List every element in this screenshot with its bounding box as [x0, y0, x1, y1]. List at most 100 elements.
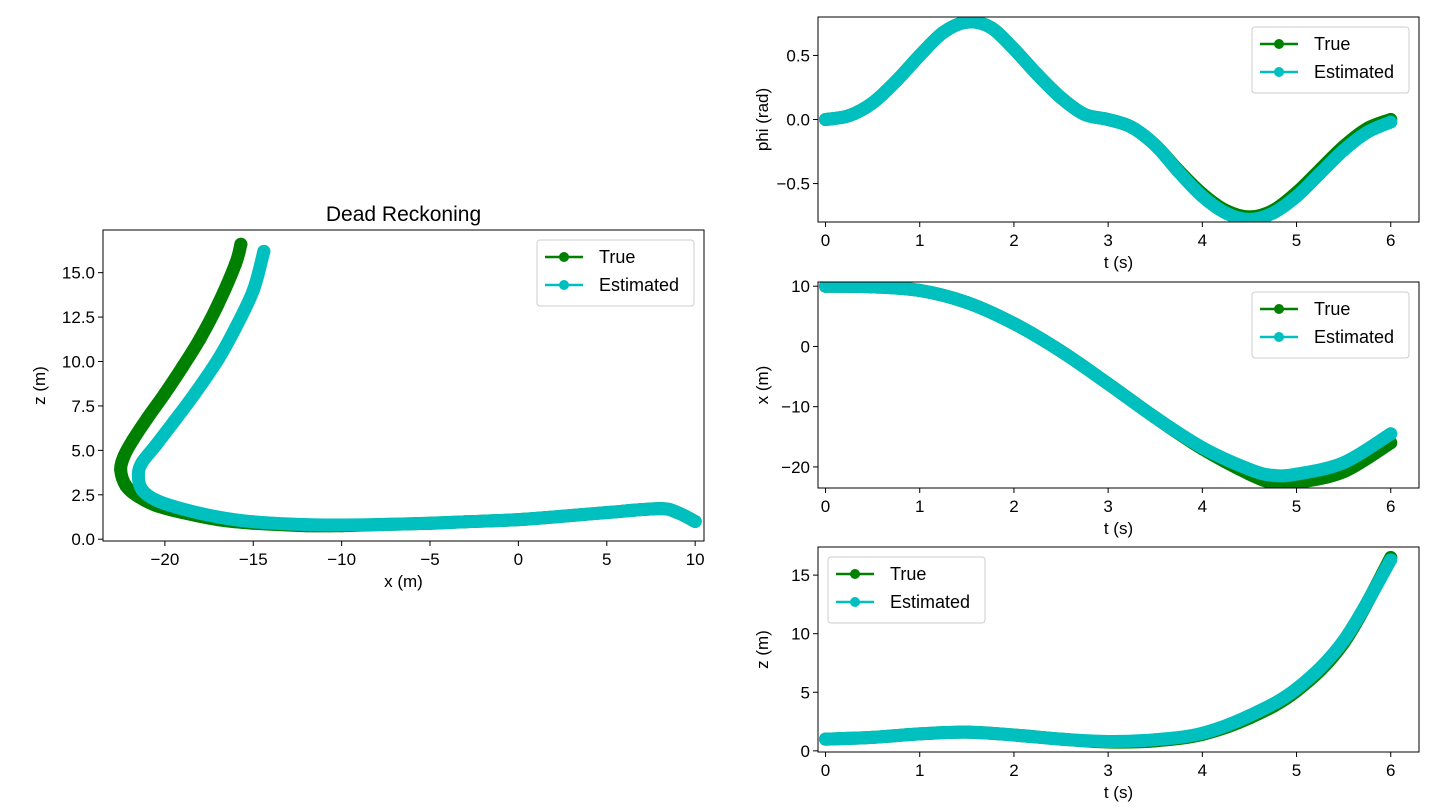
data-point-true-20 — [140, 411, 154, 425]
data-point-estimated-24 — [257, 244, 271, 258]
data-point-estimated-11 — [246, 515, 260, 529]
x-tick-label: 0 — [514, 550, 523, 569]
x-tick-label: 2 — [1009, 761, 1018, 780]
plot-area — [819, 282, 1398, 488]
y-tick-label: 12.5 — [62, 308, 95, 327]
y-tick-label: 10 — [791, 625, 810, 644]
data-point-estimated-0 — [819, 282, 833, 293]
y-axis-label: z (m) — [30, 366, 49, 405]
y-tick-label: 0.0 — [786, 111, 810, 130]
data-point-estimated-7 — [1148, 411, 1162, 425]
y-tick-label: −0.5 — [776, 175, 810, 194]
y-tick-label: 10.0 — [62, 353, 95, 372]
data-point-estimated-6 — [458, 515, 472, 529]
x-tick-label: −20 — [150, 550, 179, 569]
x-tick-label: 4 — [1198, 761, 1207, 780]
data-point-estimated-22 — [229, 321, 243, 335]
data-point-estimated-10 — [299, 518, 313, 532]
legend: True Estimated — [1251, 26, 1410, 94]
data-point-estimated-6 — [1101, 377, 1115, 391]
data-point-estimated-10 — [1290, 682, 1304, 696]
chart-title: Dead Reckoning — [326, 203, 481, 226]
legend: True Estimated — [827, 556, 986, 624]
legend-label-true: True — [890, 564, 926, 584]
x-tick-label: 5 — [1292, 497, 1301, 516]
data-point-estimated-13 — [176, 502, 190, 516]
x-tick-label: 3 — [1103, 497, 1112, 516]
x-tick-label: 6 — [1386, 231, 1395, 250]
y-tick-label: 7.5 — [71, 397, 95, 416]
data-point-estimated-9 — [1242, 709, 1256, 723]
x-tick-label: 4 — [1198, 231, 1207, 250]
data-point-estimated-18 — [149, 438, 163, 452]
data-point-estimated-9 — [335, 518, 349, 532]
y-tick-label: 2.5 — [71, 486, 95, 505]
data-point-true-19 — [126, 433, 140, 447]
data-point-estimated-6 — [960, 17, 974, 29]
data-point-estimated-13 — [1384, 427, 1398, 441]
data-point-true-22 — [176, 360, 190, 374]
data-point-estimated-1 — [670, 506, 684, 520]
data-point-estimated-5 — [1054, 344, 1068, 358]
data-point-estimated-5 — [1054, 732, 1068, 746]
x-axis-label: t (s) — [1104, 519, 1133, 538]
data-point-estimated-8 — [370, 518, 384, 532]
x-tick-label: 1 — [915, 497, 924, 516]
data-point-estimated-1 — [842, 109, 856, 123]
data-point-estimated-5 — [511, 513, 525, 527]
data-point-estimated-15 — [135, 482, 149, 496]
x-tick-label: 1 — [915, 761, 924, 780]
data-point-estimated-3 — [889, 74, 903, 88]
x-tick-label: 2 — [1009, 497, 1018, 516]
data-point-estimated-3 — [960, 725, 974, 739]
x-tick-label: 5 — [1292, 761, 1301, 780]
x-tick-label: 2 — [1009, 231, 1018, 250]
data-point-estimated-24 — [1384, 115, 1398, 129]
chart-dead-reckoning: Dead Reckoning −20 −15 −10 −5 0 5 10 0.0 2.5 5.0 7.… — [30, 203, 705, 591]
chart-x-vs-time: 0 1 2 3 4 5 6 −20 −10 0 10 t (s) x (m) True Estimated — [753, 277, 1420, 538]
data-point-estimated-6 — [1101, 734, 1115, 748]
y-tick-label: 5.0 — [71, 441, 95, 460]
data-point-estimated-0 — [819, 732, 833, 746]
data-point-estimated-4 — [1007, 317, 1021, 331]
data-point-estimated-22 — [1337, 143, 1351, 157]
data-point-estimated-11 — [1078, 107, 1092, 121]
data-point-estimated-4 — [1007, 728, 1021, 742]
y-tick-label: −20 — [781, 458, 810, 477]
y-axis-label: phi (rad) — [753, 88, 772, 151]
data-point-estimated-8 — [1195, 726, 1209, 740]
chart-phi-vs-time: 0 1 2 3 4 5 6 −0.5 0.0 0.5 t (s) phi (rad) True Estim… — [753, 16, 1420, 272]
data-point-estimated-19 — [1266, 206, 1280, 220]
legend-label-true: True — [599, 247, 635, 267]
data-point-estimated-2 — [653, 502, 667, 516]
data-point-estimated-8 — [1007, 42, 1021, 56]
data-point-estimated-3 — [960, 295, 974, 309]
data-point-estimated-1 — [866, 730, 880, 744]
data-point-estimated-7 — [423, 516, 437, 530]
legend-marker-estimated — [850, 597, 860, 607]
x-tick-label: 3 — [1103, 761, 1112, 780]
y-tick-label: 15 — [791, 566, 810, 585]
x-tick-label: 6 — [1386, 761, 1395, 780]
data-point-estimated-21 — [1313, 166, 1327, 180]
x-tick-label: 3 — [1103, 231, 1112, 250]
data-point-estimated-14 — [149, 493, 163, 507]
legend-label-estimated: Estimated — [1314, 62, 1394, 82]
legend-marker-true — [559, 252, 569, 262]
data-point-estimated-12 — [1384, 553, 1398, 567]
data-point-estimated-14 — [1148, 138, 1162, 152]
data-point-estimated-3 — [600, 506, 614, 520]
legend-label-estimated: Estimated — [890, 592, 970, 612]
chart-z-vs-time: 0 1 2 3 4 5 6 0 5 10 15 t (s) z (m) True Estimated — [753, 546, 1420, 802]
data-point-estimated-20 — [1290, 189, 1304, 203]
y-tick-label: −10 — [781, 398, 810, 417]
data-point-estimated-2 — [913, 283, 927, 297]
data-point-estimated-15 — [1172, 165, 1186, 179]
x-tick-label: 10 — [686, 550, 705, 569]
y-tick-label: 0.5 — [786, 46, 810, 65]
x-tick-label: −15 — [239, 550, 268, 569]
data-point-true-25 — [229, 257, 243, 271]
plot-area — [114, 237, 702, 533]
x-tick-label: 0 — [821, 497, 830, 516]
